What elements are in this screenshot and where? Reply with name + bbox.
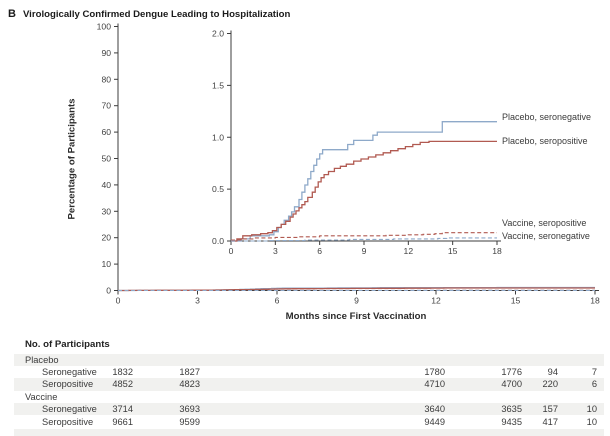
table-cell: 9435 <box>501 416 522 427</box>
table-cell: 9661 <box>112 416 133 427</box>
main-plot-x-tick-label: 9 <box>354 296 359 306</box>
table-cell: 3635 <box>501 404 522 415</box>
main-plot-x-tick-label: 18 <box>590 296 600 306</box>
main-plot-x-tick-label: 6 <box>275 296 280 306</box>
table-cell: 4823 <box>179 379 200 390</box>
series-label-vaccine-seropositive: Vaccine, seropositive <box>502 218 587 228</box>
series-label-placebo-seropositive: Placebo, seropositive <box>502 136 588 146</box>
table-cell: 1776 <box>501 366 522 377</box>
main-plot-y-tick-label: 10 <box>101 259 111 269</box>
main-plot-series-1 <box>118 287 595 292</box>
main-plot-y-tick-label: 40 <box>101 180 111 190</box>
table-cell: 1827 <box>179 366 200 377</box>
table-cell: 3714 <box>112 404 133 415</box>
table-cell: 9449 <box>424 416 445 427</box>
table-cell: 220 <box>542 379 558 390</box>
inset-plot-x-tick-label: 12 <box>404 246 414 256</box>
main-plot-y-tick-label: 100 <box>97 22 112 32</box>
table-row-label: Vaccine <box>25 391 58 402</box>
panel-letter: B <box>8 8 16 20</box>
table-row-seropositive-2: Seropositive 4852 4823 4710 4700 220 6 <box>14 378 604 391</box>
x-axis-title: Months since First Vaccination <box>285 311 427 322</box>
main-plot-y-tick-label: 30 <box>101 206 111 216</box>
main-plot-x-tick-label: 12 <box>431 296 441 306</box>
table-row-placebo-0: Placebo <box>14 353 604 366</box>
inset-plot-y-tick-label: 0.5 <box>212 184 224 194</box>
table-row-label: Seropositive <box>42 379 94 390</box>
table-title: No. of Participants <box>25 339 110 350</box>
table-cell: 10 <box>586 416 597 427</box>
table-cell: 10 <box>586 404 597 415</box>
table-cell: 417 <box>542 416 558 427</box>
table-cell: 3693 <box>179 404 200 415</box>
table-cell: 7 <box>591 366 597 377</box>
inset-plot-x-tick-label: 9 <box>362 246 367 256</box>
table-cell: 94 <box>547 366 558 377</box>
inset-plot-series-3 <box>231 237 497 242</box>
main-plot-y-tick-label: 0 <box>106 286 111 296</box>
main-plot-y-tick-label: 90 <box>101 48 111 58</box>
table-cell: 4700 <box>501 379 522 390</box>
table-cell: 1780 <box>424 366 445 377</box>
main-plot-x-tick-label: 15 <box>511 296 521 306</box>
table-cell: 3640 <box>424 404 445 415</box>
table-row-label: Placebo <box>25 354 59 365</box>
inset-plot-x-tick-label: 3 <box>273 246 278 256</box>
inset-plot-x-tick-label: 18 <box>492 246 502 256</box>
table-row-label: Seronegative <box>42 366 97 377</box>
table-row-label: Seronegative <box>42 404 97 415</box>
series-label-vaccine-seronegative: Vaccine, seronegative <box>502 231 590 241</box>
inset-plot-y-tick-label: 1.5 <box>212 80 224 90</box>
table-bottom-band <box>14 429 604 436</box>
table-row-label: Seropositive <box>42 416 94 427</box>
main-plot-x-tick-label: 0 <box>116 296 121 306</box>
main-plot-y-tick-label: 80 <box>101 74 111 84</box>
table-row-seronegative-1: Seronegative 1832 1827 1780 1776 94 7 <box>14 366 604 378</box>
inset-plot-x-tick-label: 6 <box>317 246 322 256</box>
table-row-seronegative-4: Seronegative 3714 3693 3640 3635 157 10 <box>14 403 604 416</box>
y-axis-title: Percentage of Participants <box>66 98 78 220</box>
inset-plot-x-tick-label: 0 <box>229 246 234 256</box>
table-cell: 9599 <box>179 416 200 427</box>
table-cell: 1832 <box>112 366 133 377</box>
inset-plot-y-tick-label: 1.0 <box>212 132 224 142</box>
inset-plot-y-tick-label: 2.0 <box>212 29 224 39</box>
main-plot-y-tick-label: 70 <box>101 101 111 111</box>
inset-plot-y-tick-label: 0.0 <box>212 236 224 246</box>
table-row-vaccine-3: Vaccine <box>14 391 604 403</box>
main-plot-x-tick-label: 3 <box>195 296 200 306</box>
main-plot-y-tick-label: 50 <box>101 154 111 164</box>
table-cell: 6 <box>591 379 597 390</box>
main-plot-y-tick-label: 60 <box>101 127 111 137</box>
inset-plot-x-tick-label: 15 <box>448 246 458 256</box>
main-plot-y-tick-label: 20 <box>101 233 111 243</box>
series-label-placebo-seronegative: Placebo, seronegative <box>502 112 592 122</box>
panel-title: B Virologically Confirmed Dengue Leading … <box>8 4 290 22</box>
table-row-seropositive-5: Seropositive 9661 9599 9449 9435 417 10 <box>14 416 604 428</box>
inset-plot-series-0 <box>231 121 497 242</box>
table-cell: 4852 <box>112 379 133 390</box>
inset-plot-series-2 <box>231 232 497 241</box>
panel-title-text: Virologically Confirmed Dengue Leading t… <box>22 9 291 20</box>
inset-plot-series-1 <box>231 140 497 242</box>
table-cell: 4710 <box>424 379 445 390</box>
table-cell: 157 <box>542 404 558 415</box>
